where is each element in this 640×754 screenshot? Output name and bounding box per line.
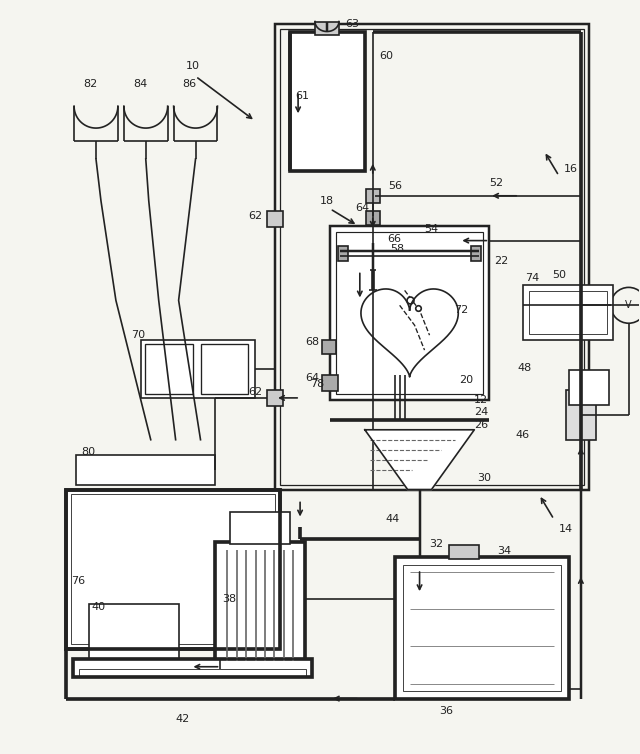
Bar xyxy=(145,344,193,394)
Bar xyxy=(79,669,306,676)
Text: 34: 34 xyxy=(497,546,511,556)
Bar xyxy=(569,370,609,405)
Text: 44: 44 xyxy=(386,514,400,524)
Text: 72: 72 xyxy=(454,305,468,315)
Bar xyxy=(366,210,380,225)
Bar xyxy=(566,390,596,440)
Text: 30: 30 xyxy=(477,473,492,483)
Bar xyxy=(529,291,607,334)
Text: 24: 24 xyxy=(474,407,488,417)
Bar xyxy=(336,231,483,394)
Bar xyxy=(338,246,348,261)
Text: 42: 42 xyxy=(175,713,190,724)
Text: 58: 58 xyxy=(390,244,404,253)
Text: 38: 38 xyxy=(223,594,237,604)
Bar xyxy=(230,513,290,544)
Text: 82: 82 xyxy=(83,79,97,89)
Bar xyxy=(66,489,280,648)
Text: 46: 46 xyxy=(515,430,529,440)
Text: 10: 10 xyxy=(186,61,200,72)
Text: V: V xyxy=(625,300,632,311)
Bar xyxy=(76,455,216,485)
Text: 68: 68 xyxy=(305,337,319,347)
Text: 32: 32 xyxy=(429,539,444,549)
Text: 18: 18 xyxy=(320,196,334,206)
Text: 74: 74 xyxy=(525,274,540,284)
Bar xyxy=(66,489,280,648)
Bar xyxy=(322,340,336,354)
Text: 12: 12 xyxy=(474,395,488,405)
Text: 78: 78 xyxy=(310,379,324,389)
Bar xyxy=(395,557,569,699)
Bar xyxy=(315,22,339,35)
Bar xyxy=(403,566,561,691)
Bar xyxy=(73,659,312,676)
Text: 14: 14 xyxy=(559,524,573,535)
Bar xyxy=(280,29,584,485)
Bar xyxy=(471,246,481,261)
Bar xyxy=(449,545,479,559)
Text: 54: 54 xyxy=(424,224,438,234)
Text: 26: 26 xyxy=(474,420,488,430)
Text: 84: 84 xyxy=(133,79,147,89)
Bar xyxy=(71,495,275,644)
Bar xyxy=(141,340,255,398)
Text: 36: 36 xyxy=(440,706,454,716)
Bar xyxy=(275,23,589,489)
Text: 70: 70 xyxy=(131,330,145,340)
Text: 64: 64 xyxy=(305,373,319,383)
Text: 62: 62 xyxy=(248,210,262,221)
Bar xyxy=(200,344,248,394)
Text: 80: 80 xyxy=(81,446,95,457)
Bar xyxy=(290,32,365,171)
Text: 22: 22 xyxy=(494,256,509,265)
Bar xyxy=(216,542,305,669)
Bar xyxy=(268,210,283,227)
Text: 48: 48 xyxy=(517,363,531,373)
Text: 86: 86 xyxy=(182,79,196,89)
Text: 66: 66 xyxy=(388,234,402,244)
Text: 50: 50 xyxy=(552,271,566,280)
Bar xyxy=(89,604,179,659)
Bar xyxy=(330,225,489,400)
Text: 76: 76 xyxy=(71,576,85,586)
Bar xyxy=(366,188,380,203)
Text: 56: 56 xyxy=(388,181,402,191)
Text: 63: 63 xyxy=(345,19,359,29)
Text: 20: 20 xyxy=(460,375,474,385)
Polygon shape xyxy=(365,430,474,489)
Text: 60: 60 xyxy=(380,51,394,61)
Bar xyxy=(523,286,612,340)
Text: 64: 64 xyxy=(355,203,369,213)
Text: 16: 16 xyxy=(564,164,578,174)
Text: 62: 62 xyxy=(248,387,262,397)
Bar xyxy=(268,390,283,406)
Text: 40: 40 xyxy=(91,602,105,612)
Bar xyxy=(366,228,380,243)
Bar xyxy=(322,375,338,391)
Text: 52: 52 xyxy=(489,178,504,188)
Text: 61: 61 xyxy=(295,91,309,101)
